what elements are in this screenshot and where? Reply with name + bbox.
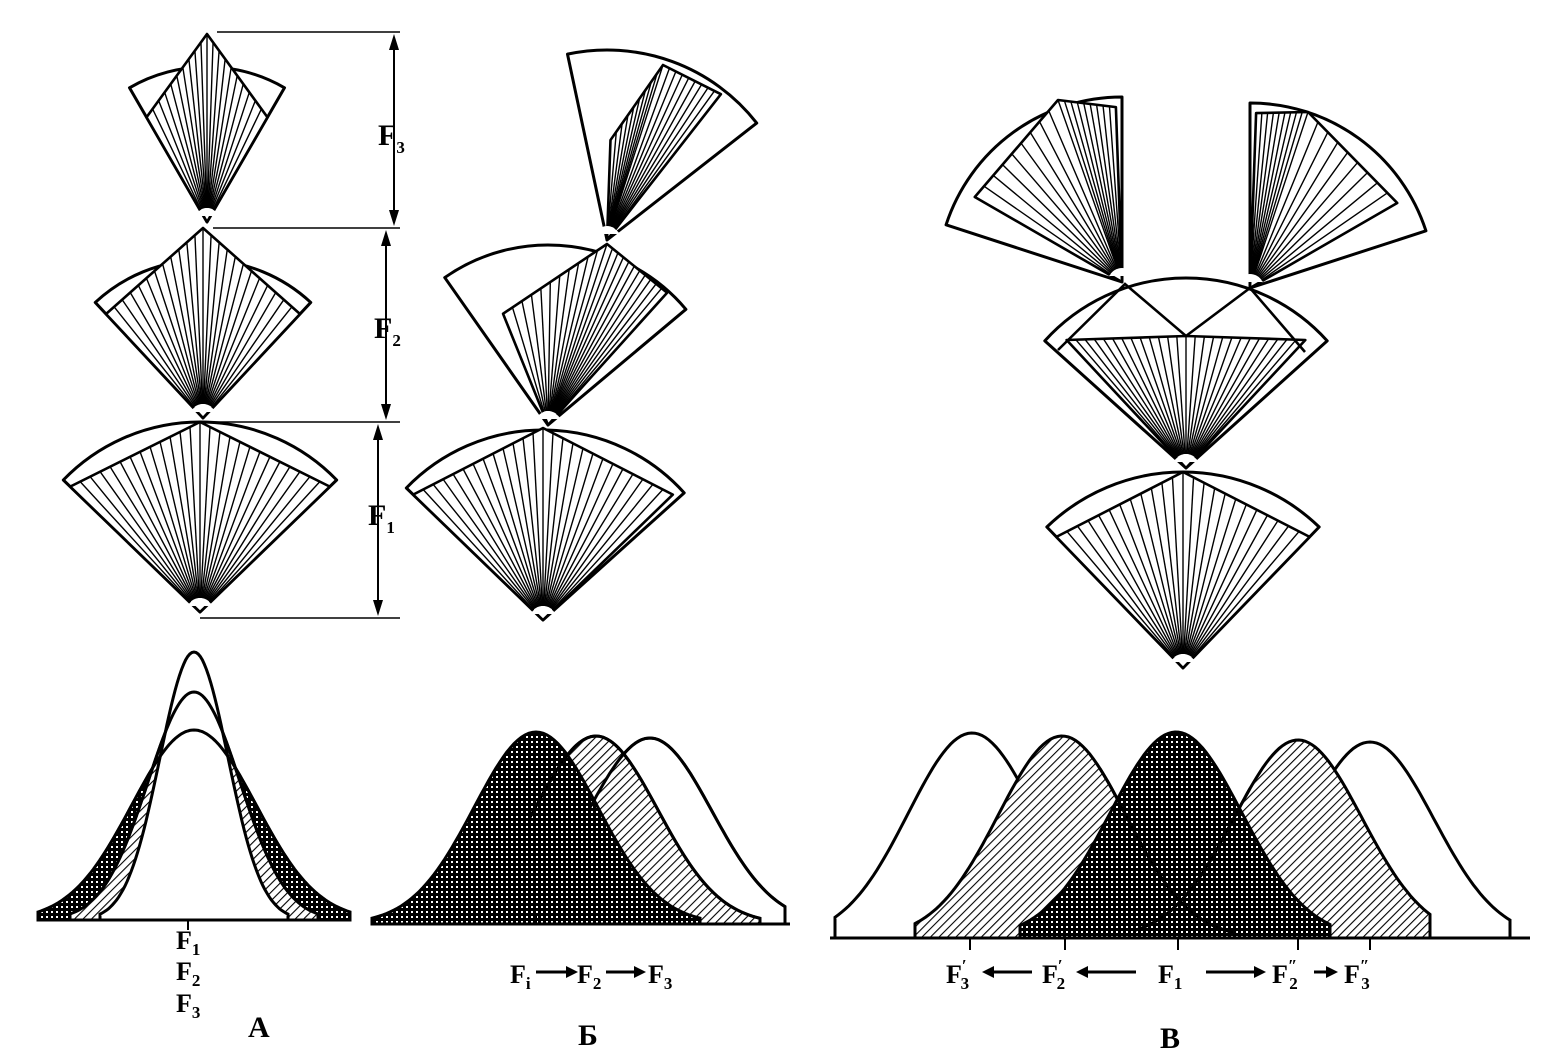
fan-c-right-f3-radial-lines — [1250, 111, 1388, 281]
dimension-arrow-f2 — [381, 230, 391, 420]
fan-c-left-f3 — [944, 95, 1135, 284]
fan-a-f1 — [61, 420, 339, 614]
fan-a-f2-radial-lines — [113, 228, 293, 408]
fan-c-f2-notch — [1057, 282, 1306, 353]
fan-b-f1-radial-lines — [422, 428, 664, 611]
panel-c-axis-label-f3-prime: F′ 3 — [946, 956, 969, 993]
panel-c-fan-stack — [944, 95, 1428, 670]
curve-b-f1 — [370, 730, 702, 926]
fan-b-f3 — [565, 48, 759, 242]
panel-a-fan-stack — [61, 32, 339, 614]
fan-a-f1-radial-lines — [79, 422, 321, 603]
curve-a-f1 — [98, 650, 290, 922]
panel-b-fan-stack — [404, 48, 759, 622]
dimension-label-f2: F2 — [374, 312, 401, 350]
panel-c-axis-label-f1: F1 — [1158, 960, 1182, 993]
fan-c-f2-radial-lines — [1075, 336, 1297, 458]
panel-letter-c: В — [1160, 1022, 1180, 1055]
panel-c-arrows — [982, 966, 1338, 978]
panel-letter-b: Б — [578, 1019, 598, 1052]
curve-c-f2-prime-outline — [1098, 767, 1237, 935]
fan-b-f2 — [443, 242, 688, 427]
panel-b-arrows — [536, 966, 646, 978]
dimension-arrow-f3 — [389, 34, 399, 226]
panel-a-axis-label-f1: F1 — [176, 926, 200, 959]
curve-c-f1 — [1018, 730, 1332, 940]
dimension-label-f3: F3 — [378, 119, 405, 157]
panel-c-axis-label-f2-double-prime: F″ 2 — [1272, 956, 1298, 993]
panel-c-axis-label-f2-prime: F′ 2 — [1042, 956, 1065, 993]
panel-a-dimension-lines — [200, 31, 400, 619]
panel-a-axis-label-f2: F2 — [176, 957, 200, 990]
panel-c-axis-label-f3-double-prime: F″ 3 — [1344, 956, 1370, 993]
fan-c-f2 — [1043, 276, 1329, 470]
fan-c-f1-radial-lines — [1066, 472, 1300, 658]
panel-a-axis-label-f3: F3 — [176, 989, 200, 1022]
panel-b-axis-label-f2: F2 — [577, 960, 601, 993]
panel-b-axis-label-f3: F3 — [648, 960, 672, 993]
fan-c-f1 — [1045, 470, 1321, 670]
curve-a-f3-outline — [98, 728, 290, 861]
curve-c-f2-double-prime-outline — [1134, 787, 1252, 932]
fan-a-f3-radial-lines — [151, 34, 263, 210]
fan-b-f3-radial-lines — [607, 64, 716, 230]
panel-b-tuning-curves — [370, 730, 790, 926]
panel-a-tuning-curves — [36, 650, 352, 930]
fan-c-left-f3-radial-lines — [983, 99, 1122, 275]
curve-a-f2-outline — [98, 690, 290, 893]
fan-b-f1 — [404, 426, 686, 622]
curve-b-f3-outline — [588, 736, 786, 908]
panel-c-tuning-curves — [830, 730, 1530, 950]
fan-a-f3 — [128, 32, 286, 224]
panel-letter-a: A — [248, 1011, 270, 1044]
fan-b-f2-radial-lines — [511, 243, 663, 415]
fan-c-right-f3 — [1237, 101, 1428, 290]
dimension-label-f1: F1 — [368, 499, 395, 537]
panel-b-axis-label-fi: Fi — [510, 960, 531, 993]
curve-b-f2-outline — [528, 734, 761, 920]
fan-a-f2 — [93, 226, 313, 420]
dimension-arrow-f1 — [373, 424, 383, 616]
